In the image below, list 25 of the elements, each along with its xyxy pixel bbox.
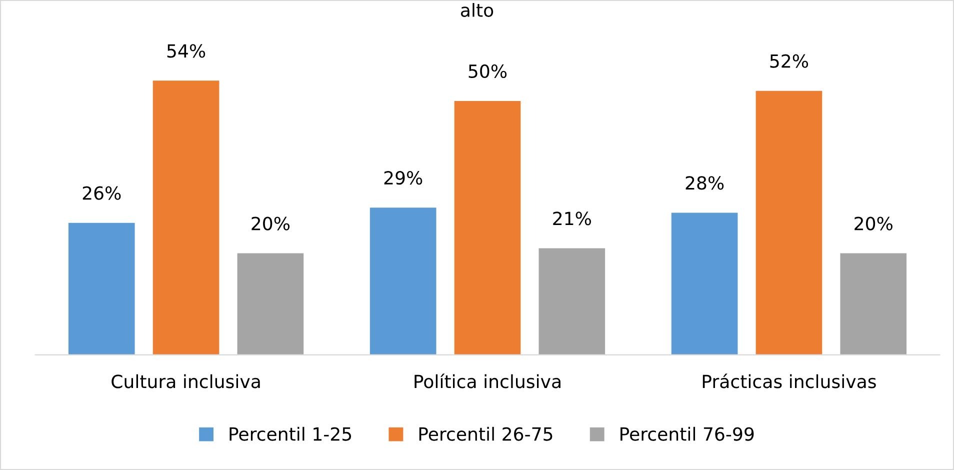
data-label: 20% [252,216,290,230]
data-label: 26% [82,186,121,200]
bar [671,212,738,355]
data-label: 50% [468,64,507,78]
data-label: 29% [384,171,422,185]
x-tick-label: Cultura inclusiva [112,374,260,388]
legend-label: Percentil 76-99 [620,426,754,441]
data-label: 20% [854,216,892,230]
chart-title: alto [460,3,494,17]
x-tick-label: Política inclusiva [414,374,560,388]
data-label: 28% [686,176,724,190]
bar [756,90,822,355]
x-tick-label: Prácticas inclusivas [702,374,876,388]
bar [370,208,436,355]
data-label: 52% [770,54,808,68]
bar [68,222,135,355]
data-label: 54% [167,44,206,58]
data-label: 21% [553,212,591,226]
bar [538,248,606,355]
bar [152,80,220,355]
legend-label: Percentil 1-25 [230,426,352,441]
bar [454,100,521,355]
bar [840,253,907,355]
legend-label: Percentil 26-75 [419,426,552,441]
bar [237,253,304,355]
